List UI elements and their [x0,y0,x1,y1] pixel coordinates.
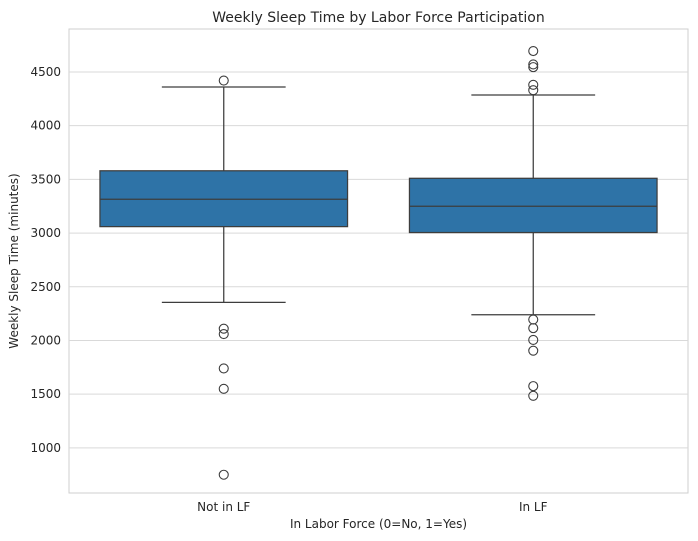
y-tick-label: 1000 [30,441,61,455]
y-tick-label: 4000 [30,119,61,133]
outlier-point [528,45,539,57]
y-tick-labels: 1000 1500 2000 2500 3000 3500 4000 4500 [30,65,61,455]
outlier-point [218,363,229,374]
y-tick-label: 4500 [30,65,61,79]
iqr-box [408,177,658,234]
outlier-point [218,328,229,340]
outlier-point [528,345,539,356]
outlier-point [218,383,229,394]
x-tick-label: In LF [519,500,548,514]
chart-title: Weekly Sleep Time by Labor Force Partici… [212,10,544,26]
box-group [408,45,658,401]
box-series [99,45,658,480]
y-tick-label: 1500 [30,387,61,401]
x-tick-labels: Not in LF In LF [197,500,547,514]
outlier-point [528,79,539,90]
x-tick-label: Not in LF [197,500,250,514]
y-tick-label: 2500 [30,280,61,294]
x-axis-label: In Labor Force (0=No, 1=Yes) [290,517,467,531]
y-tick-label: 3000 [30,226,61,240]
outlier-point [528,62,539,73]
outlier-point [528,323,539,334]
outlier-point [528,381,539,392]
outlier-point [528,334,539,345]
outlier-point [528,59,539,70]
y-tick-label: 2000 [30,333,61,347]
outlier-point [528,85,539,96]
outlier-point [218,323,229,334]
outlier-point [218,75,229,86]
plot-area [68,28,689,494]
y-axis-label: Weekly Sleep Time (minutes) [7,173,21,348]
outlier-point [218,469,229,480]
box-group [99,75,349,480]
y-tick-label: 3500 [30,172,61,186]
outlier-point [528,390,539,401]
